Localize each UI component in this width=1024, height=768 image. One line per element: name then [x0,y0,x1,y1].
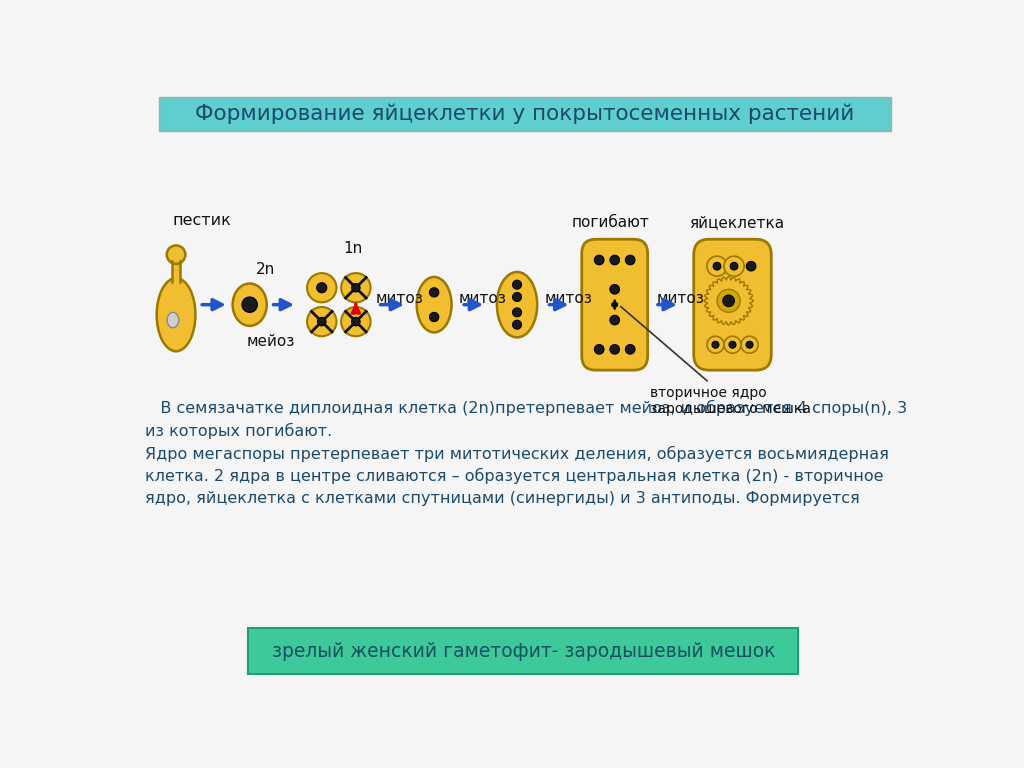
Circle shape [513,308,521,317]
Circle shape [730,263,738,270]
Circle shape [594,345,604,354]
Circle shape [307,273,337,303]
Text: мейоз: мейоз [247,334,295,349]
Bar [172,261,180,283]
Text: пестик: пестик [172,213,231,227]
Circle shape [717,290,740,313]
Ellipse shape [157,278,196,351]
Circle shape [626,255,635,265]
Circle shape [351,283,360,292]
Circle shape [610,255,620,265]
Ellipse shape [417,277,452,333]
Text: погибают: погибают [571,215,650,230]
Circle shape [610,316,620,325]
Text: из которых погибают.: из которых погибают. [145,423,333,439]
FancyBboxPatch shape [693,239,771,370]
Circle shape [724,257,744,276]
Text: митоз: митоз [544,291,592,306]
Circle shape [594,255,604,265]
Text: яйцеклетка: яйцеклетка [689,215,784,230]
Ellipse shape [232,283,266,326]
Ellipse shape [167,313,179,328]
Polygon shape [705,276,753,325]
Circle shape [610,284,620,294]
Text: митоз: митоз [657,291,705,306]
Text: вторичное ядро
зародышевого мешка: вторичное ядро зародышевого мешка [621,306,811,415]
Circle shape [317,317,326,326]
Circle shape [707,257,727,276]
Circle shape [707,336,724,353]
Text: 1n: 1n [343,241,362,257]
FancyBboxPatch shape [248,628,799,674]
Circle shape [351,317,360,326]
Circle shape [746,261,756,271]
Circle shape [723,295,734,306]
FancyBboxPatch shape [582,239,647,370]
Circle shape [610,345,620,354]
Circle shape [513,320,521,329]
Circle shape [746,341,753,348]
Text: митоз: митоз [375,291,423,306]
Ellipse shape [497,272,538,337]
Circle shape [724,336,741,353]
Circle shape [341,273,371,303]
Ellipse shape [167,246,185,264]
Text: Ядро мегаспоры претерпевает три митотических деления, образуется восьмиядерная: Ядро мегаспоры претерпевает три митотиче… [145,445,889,462]
Circle shape [713,263,721,270]
Circle shape [429,288,438,297]
Circle shape [741,336,758,353]
Circle shape [429,313,438,322]
Circle shape [712,341,719,348]
Circle shape [341,307,371,336]
Circle shape [513,293,521,302]
Text: митоз: митоз [459,291,507,306]
Circle shape [316,283,327,293]
Circle shape [513,280,521,289]
Text: зрелый женский гаметофит- зародышевый мешок: зрелый женский гаметофит- зародышевый ме… [271,642,775,660]
Text: В семязачатке диплоидная клетка (2n)претерпевает мейоз, и образуется 4 споры(n),: В семязачатке диплоидная клетка (2n)прет… [145,400,907,416]
Circle shape [626,345,635,354]
Circle shape [729,341,736,348]
Text: Формирование яйцеклетки у покрытосеменных растений: Формирование яйцеклетки у покрытосеменны… [196,104,854,124]
FancyBboxPatch shape [159,97,891,131]
Circle shape [242,297,257,313]
Text: клетка. 2 ядра в центре сливаются – образуется центральная клетка (2n) - вторичн: клетка. 2 ядра в центре сливаются – обра… [145,468,884,485]
Text: ядро, яйцеклетка с клетками спутницами (синергиды) и 3 антиподы. Формируется: ядро, яйцеклетка с клетками спутницами (… [145,491,860,506]
Circle shape [307,307,337,336]
Text: 2n: 2n [256,262,275,277]
